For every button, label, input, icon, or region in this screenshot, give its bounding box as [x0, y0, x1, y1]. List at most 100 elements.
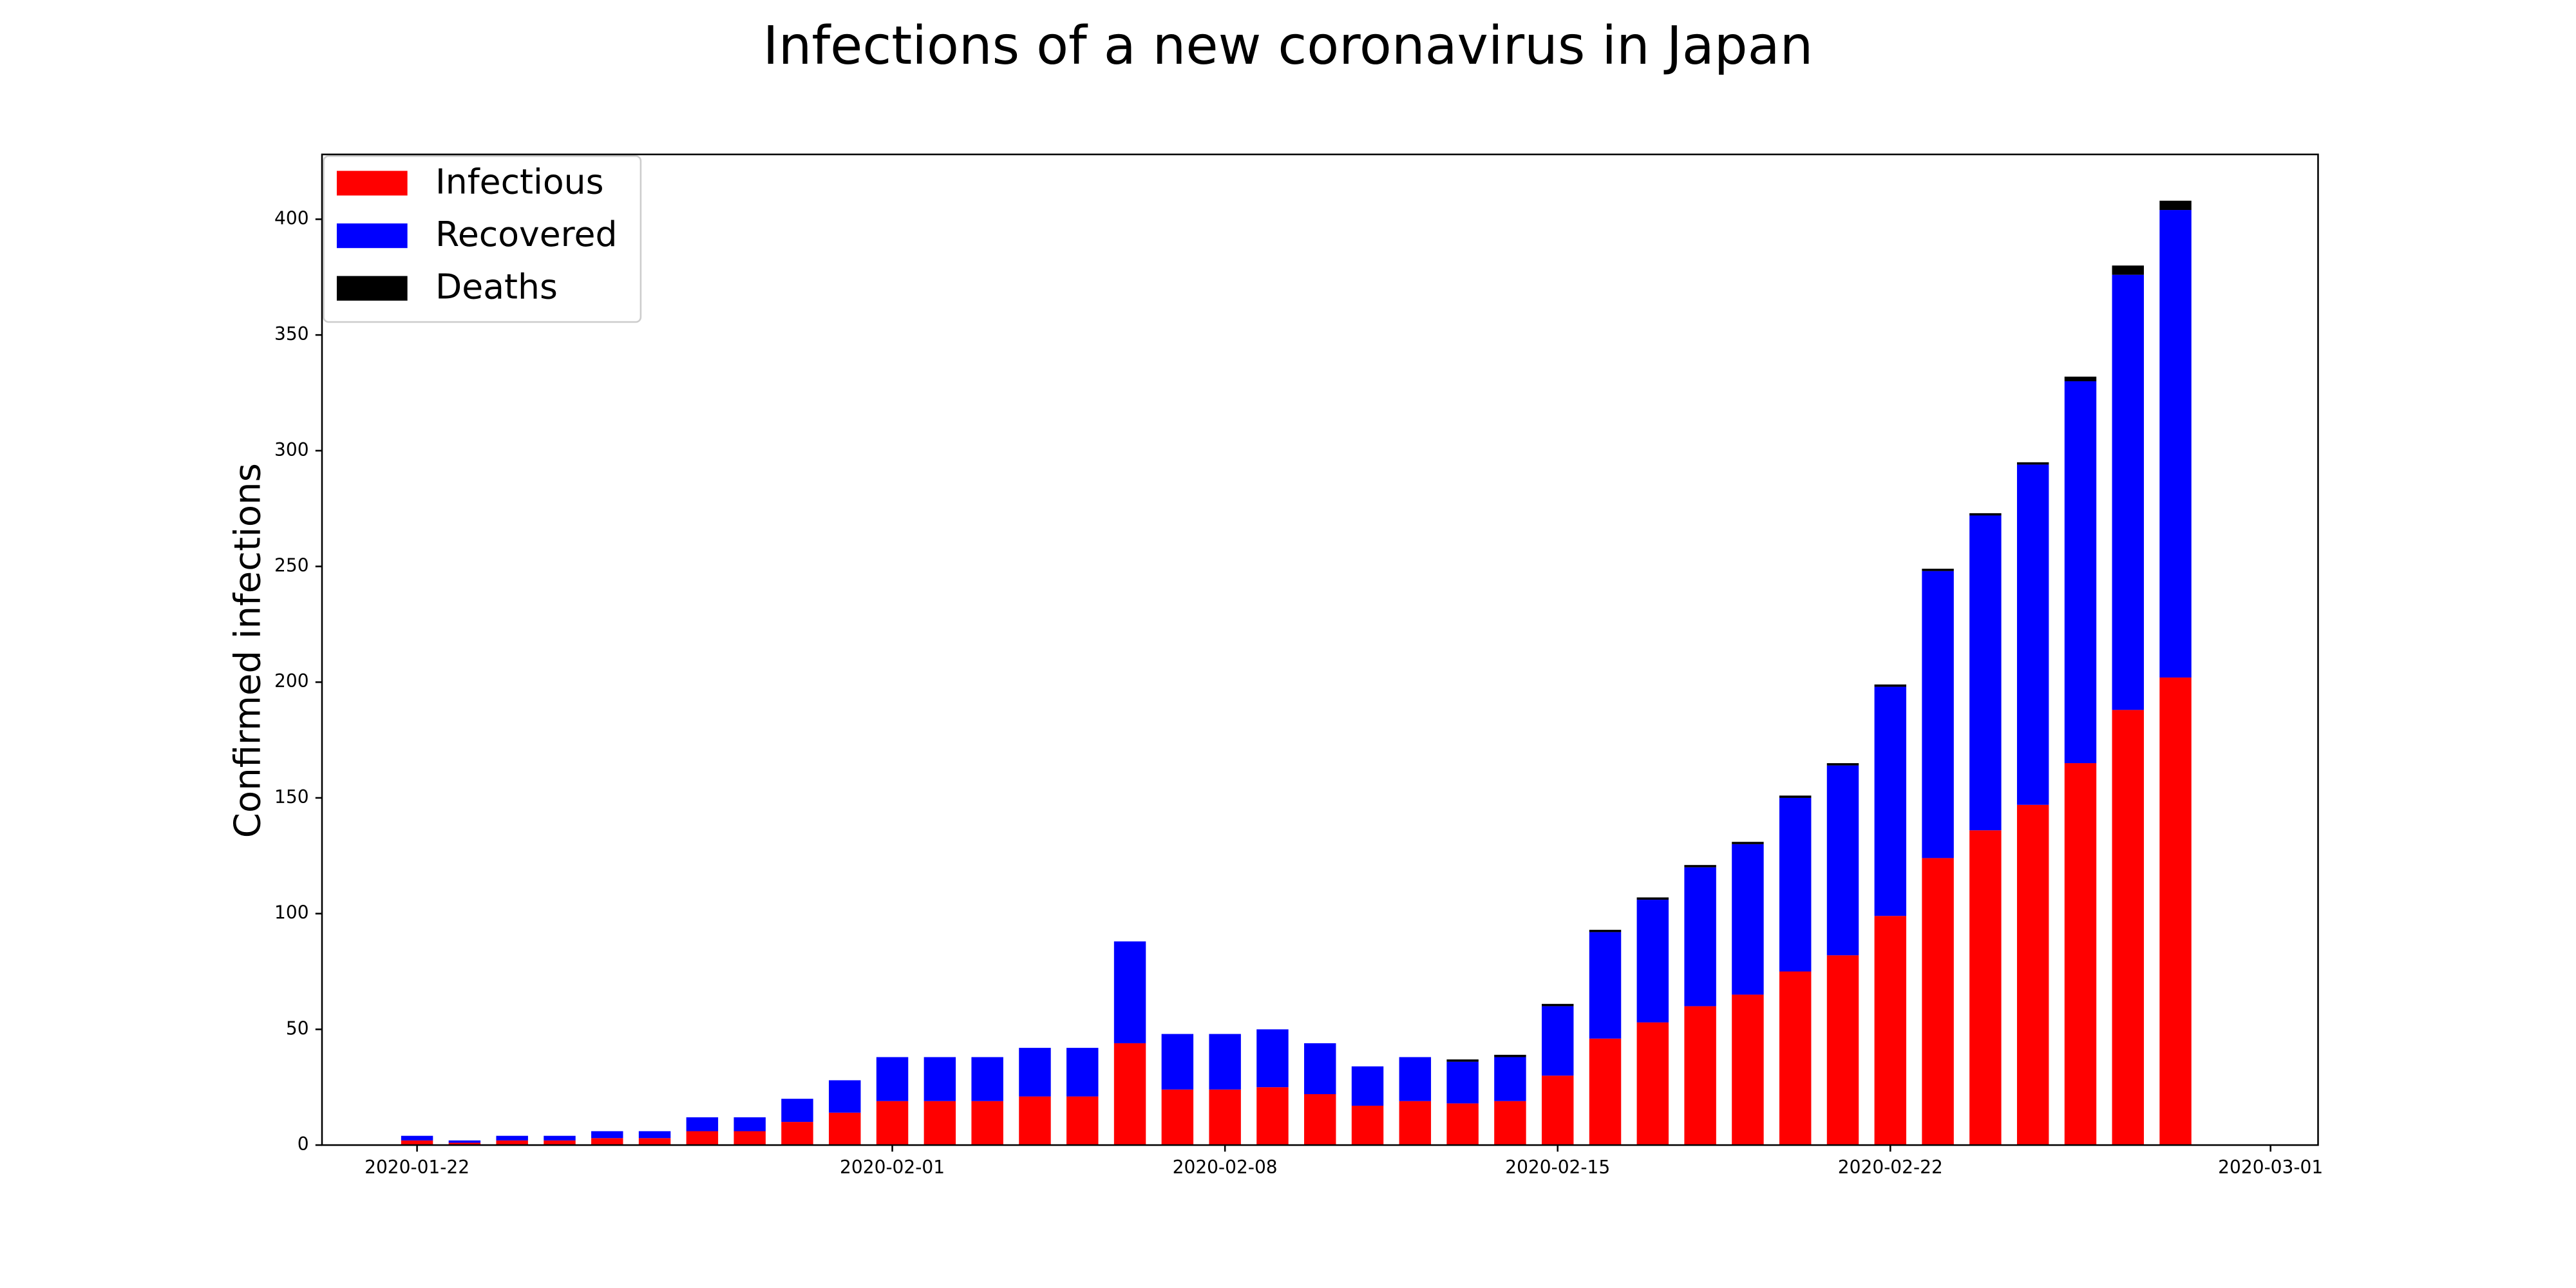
bar-segment [1589, 932, 1622, 1039]
bar-segment [923, 1057, 956, 1101]
bar-segment [1826, 765, 1859, 956]
bar-segment [1874, 684, 1907, 687]
bar-segment [2112, 274, 2145, 710]
bar-segment [1399, 1101, 1432, 1146]
bar-segment [1351, 1105, 1384, 1146]
bar-segment [2112, 265, 2145, 275]
bar-segment [1684, 865, 1716, 867]
bar-segment [686, 1131, 719, 1146]
bar-segment [2159, 677, 2192, 1146]
bar-segment [2016, 462, 2049, 465]
y-tick-label: 300 [274, 439, 309, 460]
bar-segment [1494, 1054, 1526, 1057]
bar-segment [1922, 858, 1954, 1146]
bar-segment [1019, 1048, 1051, 1097]
bar-segment [2016, 804, 2049, 1146]
bar-segment [1874, 687, 1907, 916]
bar-segment [734, 1131, 766, 1146]
y-tick-label: 350 [274, 323, 309, 345]
chart-title: Infections of a new coronavirus in Japan [763, 15, 1814, 77]
bar-segment [1209, 1034, 1241, 1090]
bar-segment [544, 1140, 576, 1146]
bar-segment [971, 1057, 1003, 1101]
bar-segment [1161, 1034, 1194, 1090]
bar-segment [923, 1101, 956, 1146]
bar-segment [544, 1135, 576, 1141]
bar-segment [1304, 1094, 1336, 1146]
bar-segment [2159, 200, 2192, 211]
bar-segment [1209, 1089, 1241, 1146]
bar-segment [496, 1135, 528, 1141]
bar-segment [1922, 571, 1954, 858]
bar-segment [638, 1138, 671, 1146]
bar-segment [1732, 842, 1764, 844]
y-tick-label: 150 [274, 786, 309, 808]
bar-segment [1636, 1022, 1669, 1146]
bar-segment [1542, 1003, 1574, 1007]
bar-segment [1732, 994, 1764, 1146]
bar-segment [1969, 513, 2002, 516]
x-tick-label: 2020-01-22 [365, 1157, 469, 1178]
bar-segment [1542, 1006, 1574, 1076]
y-tick-label: 100 [274, 902, 309, 923]
x-tick-label: 2020-02-15 [1505, 1157, 1610, 1178]
bar-segment [1066, 1096, 1099, 1146]
y-axis-label: Confirmed infections [227, 463, 269, 838]
legend-swatch [336, 223, 408, 249]
bar-segment [1636, 900, 1669, 1023]
bar-segment [2064, 763, 2097, 1146]
bar-segment [829, 1080, 861, 1113]
bar-segment [1779, 971, 1812, 1146]
bar-segment [971, 1101, 1003, 1146]
bar-segment [1826, 955, 1859, 1146]
bar-segment [1826, 763, 1859, 766]
bar-segment [401, 1140, 433, 1146]
bar-segment [1113, 1043, 1146, 1146]
bar-segment [1542, 1075, 1574, 1146]
bar-segment [1161, 1089, 1194, 1146]
bar-segment [448, 1142, 481, 1146]
bar-segment [781, 1122, 813, 1146]
legend-label: Infectious [435, 161, 604, 202]
bar-segment [876, 1057, 909, 1101]
bar-segment [1732, 844, 1764, 995]
bar-segment [2016, 464, 2049, 805]
y-tick-label: 50 [286, 1018, 309, 1039]
x-tick-label: 2020-02-22 [1838, 1157, 1943, 1178]
x-tick-label: 2020-03-01 [2218, 1157, 2323, 1178]
bar-segment [2112, 710, 2145, 1146]
bar-segment [1256, 1029, 1289, 1088]
legend-label: Recovered [435, 214, 617, 254]
bar-segment [1589, 929, 1622, 933]
bar-segment [1066, 1048, 1099, 1097]
bar-segment [1922, 569, 1954, 571]
legend-swatch [336, 171, 408, 196]
bar-segment [1874, 916, 1907, 1146]
bar-segment [1113, 941, 1146, 1043]
bar-segment [591, 1138, 623, 1146]
legend-swatch [336, 276, 408, 301]
legend: Infectious Recovered Deaths [323, 155, 642, 323]
bar-segment [1494, 1101, 1526, 1146]
y-tick-label: 250 [274, 555, 309, 576]
bar-segment [1969, 830, 2002, 1146]
bar-segment [1779, 797, 1812, 972]
bar-segment [1446, 1061, 1479, 1104]
bar-segment [1446, 1103, 1479, 1146]
bar-segment [1636, 897, 1669, 900]
bar-segment [1446, 1059, 1479, 1062]
x-tick-label: 2020-02-01 [840, 1157, 945, 1178]
bar-segment [2064, 376, 2097, 382]
legend-label: Deaths [435, 267, 558, 307]
bar-segment [1684, 1006, 1716, 1146]
bar-segment [2064, 381, 2097, 764]
bar-segment [448, 1140, 481, 1143]
bar-segment [829, 1112, 861, 1146]
bar-segment [591, 1131, 623, 1139]
y-tick-label: 400 [274, 207, 309, 229]
bar-segment [638, 1131, 671, 1139]
bar-segment [1969, 515, 2002, 831]
y-tick-label: 0 [298, 1133, 309, 1155]
